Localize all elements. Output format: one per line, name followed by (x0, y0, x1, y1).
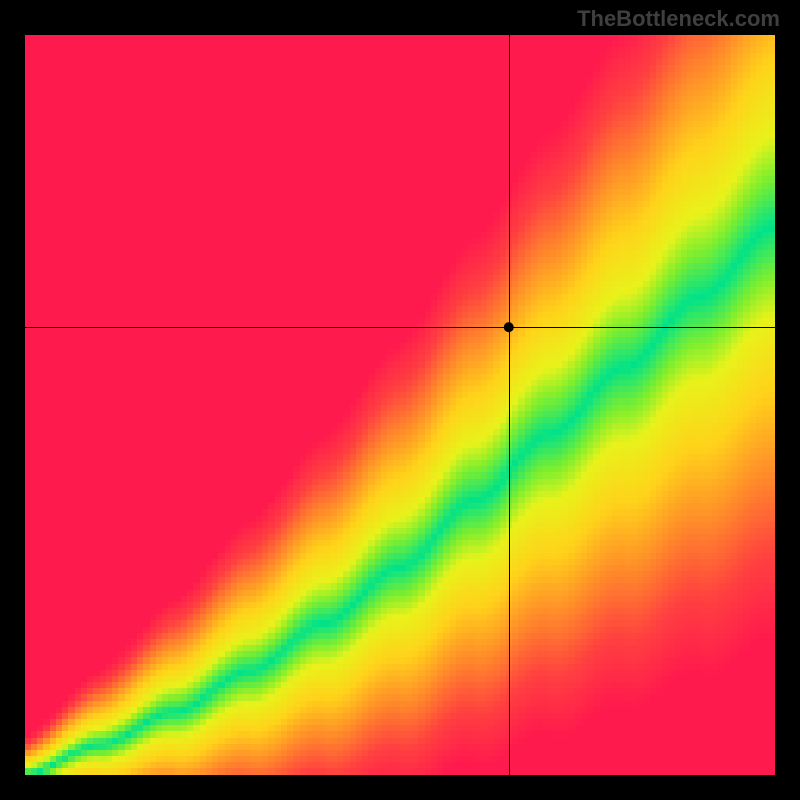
frame-bottom (0, 775, 800, 800)
attribution-text: TheBottleneck.com (577, 6, 780, 32)
frame-right (775, 0, 800, 800)
bottleneck-heatmap (25, 35, 775, 775)
frame-left (0, 0, 25, 800)
